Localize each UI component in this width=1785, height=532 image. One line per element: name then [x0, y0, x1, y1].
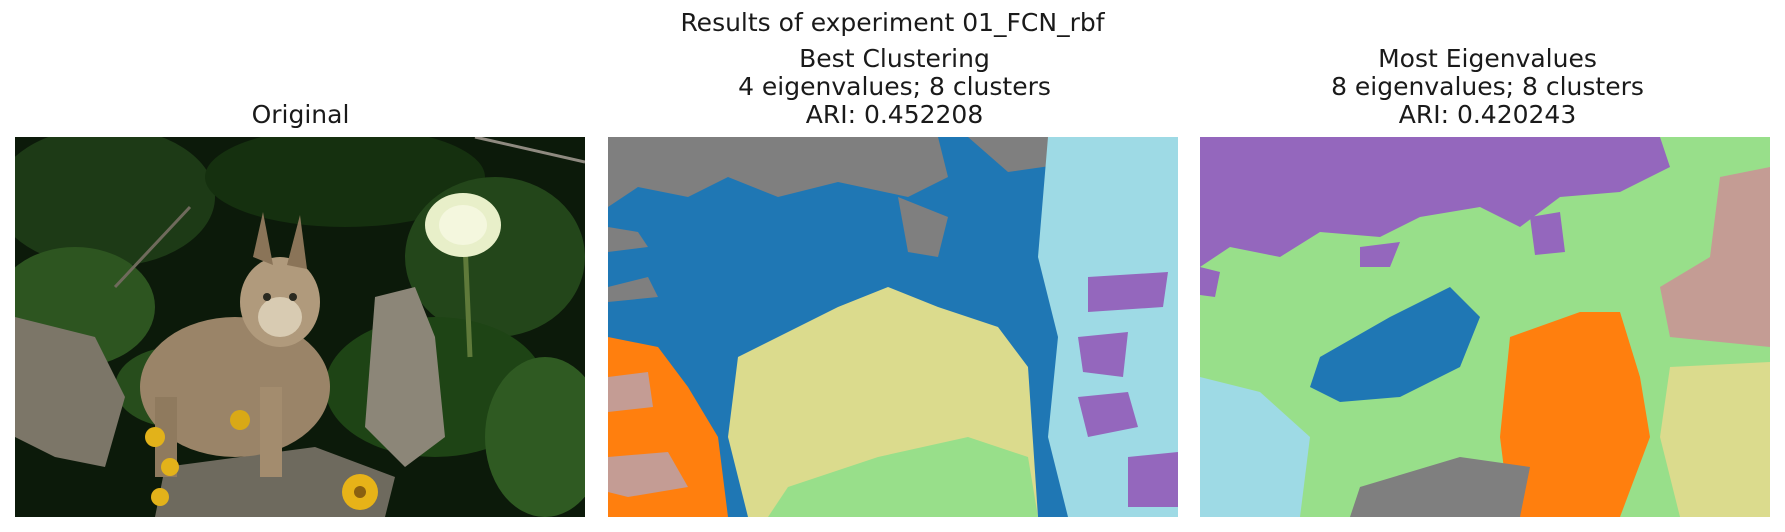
panel-title-best-clustering: Best Clustering 4 eigenvalues; 8 cluster… — [607, 45, 1182, 129]
most-eigenvalues-graphic — [1200, 137, 1770, 517]
panel-title-line: Most Eigenvalues — [1378, 44, 1597, 73]
panel-title-line: ARI: 0.420243 — [1398, 100, 1577, 129]
panel-title-most-eigenvalues: Most Eigenvalues 8 eigenvalues; 8 cluste… — [1200, 45, 1775, 129]
best-clustering-map — [608, 137, 1178, 517]
panel-title-line: ARI: 0.452208 — [805, 100, 984, 129]
original-image-graphic — [15, 137, 585, 517]
panel-title-line: 4 eigenvalues; 8 clusters — [738, 72, 1051, 101]
panel-title-line: 8 eigenvalues; 8 clusters — [1331, 72, 1644, 101]
best-clustering-graphic — [608, 137, 1178, 517]
panel-title-line: Best Clustering — [799, 44, 990, 73]
panel-title-line: Original — [251, 100, 350, 129]
figure-title: Results of experiment 01_FCN_rbf — [680, 8, 1105, 37]
original-image — [15, 137, 585, 517]
panel-title-original: Original — [13, 101, 588, 129]
most-eigenvalues-map — [1200, 137, 1770, 517]
